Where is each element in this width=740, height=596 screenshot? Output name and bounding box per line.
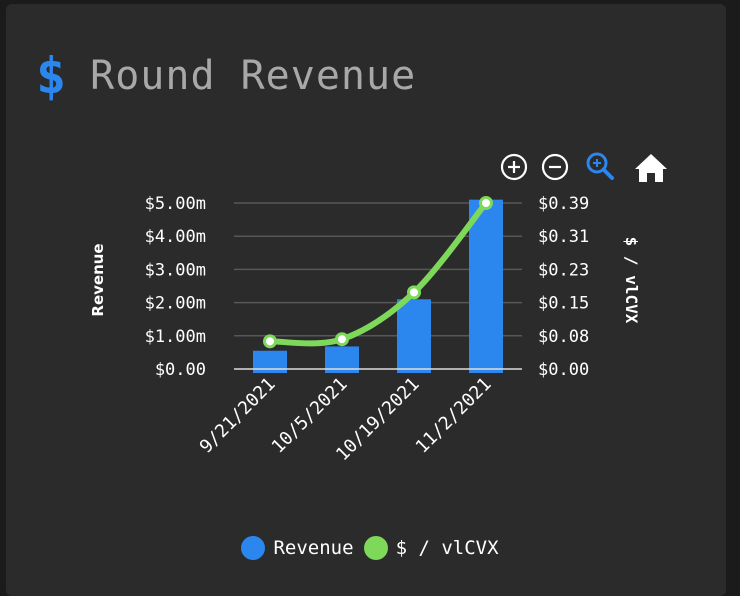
y2-tick-label: $0.15 (538, 294, 589, 314)
y2-tick-label: $0.23 (538, 260, 589, 280)
y2-tick-label: $0.08 (538, 327, 589, 347)
y-tick-label: $5.00m (145, 194, 206, 214)
x-tick-label: 9/21/2021 (196, 374, 280, 458)
y-axis-title: Revenue (89, 243, 107, 316)
bar-revenue[interactable] (253, 350, 287, 373)
y-tick-label: $2.00m (145, 294, 206, 314)
y-tick-label: $3.00m (145, 260, 206, 280)
home-icon[interactable] (635, 154, 667, 182)
point-vlcvx[interactable] (479, 196, 493, 210)
point-vlcvx[interactable] (335, 332, 349, 347)
y-tick-label: $1.00m (145, 327, 206, 347)
chart-panel (6, 4, 726, 596)
legend-item-revenue[interactable]: Revenue (241, 536, 354, 560)
bar-revenue[interactable] (397, 299, 431, 373)
zoom-in-icon[interactable] (500, 153, 528, 181)
x-tick-label: 11/2/2021 (412, 374, 496, 458)
y2-tick-label: $0.31 (538, 227, 589, 247)
legend-marker-vlcvx (363, 536, 388, 560)
y-tick-label: $0.00 (155, 360, 206, 380)
legend-item-vlcvx[interactable]: $ / vlCVX (363, 536, 499, 560)
chart-legend: Revenue $ / vlCVX (0, 536, 740, 560)
legend-label-vlcvx: $ / vlCVX (395, 537, 499, 559)
y2-axis-ticks: $0.00 $0.08 $0.15 $0.23 $0.31 $0.39 (538, 194, 589, 380)
point-vlcvx[interactable] (407, 285, 421, 300)
line-vlcvx (267, 200, 489, 347)
legend-marker-revenue (241, 536, 266, 560)
bar-revenue[interactable] (469, 199, 503, 373)
chart-line (263, 196, 493, 349)
chart-title: Round Revenue (90, 53, 417, 99)
y-axis-ticks: $0.00 $1.00m $2.00m $3.00m $4.00m $5.00m (145, 194, 206, 380)
chart-bars (253, 199, 503, 373)
zoom-select-icon[interactable] (586, 152, 614, 180)
y2-axis-title: $ / vlCVX (622, 237, 641, 324)
legend-label-revenue: Revenue (273, 537, 354, 559)
dollar-sign-icon: $ (36, 47, 67, 105)
y2-tick-label: $0.39 (538, 194, 589, 214)
chart-header: $ Round Revenue (36, 46, 416, 106)
point-vlcvx[interactable] (263, 334, 277, 349)
y2-tick-label: $0.00 (538, 360, 589, 380)
y-tick-label: $4.00m (145, 227, 206, 247)
zoom-out-icon[interactable] (541, 153, 569, 181)
